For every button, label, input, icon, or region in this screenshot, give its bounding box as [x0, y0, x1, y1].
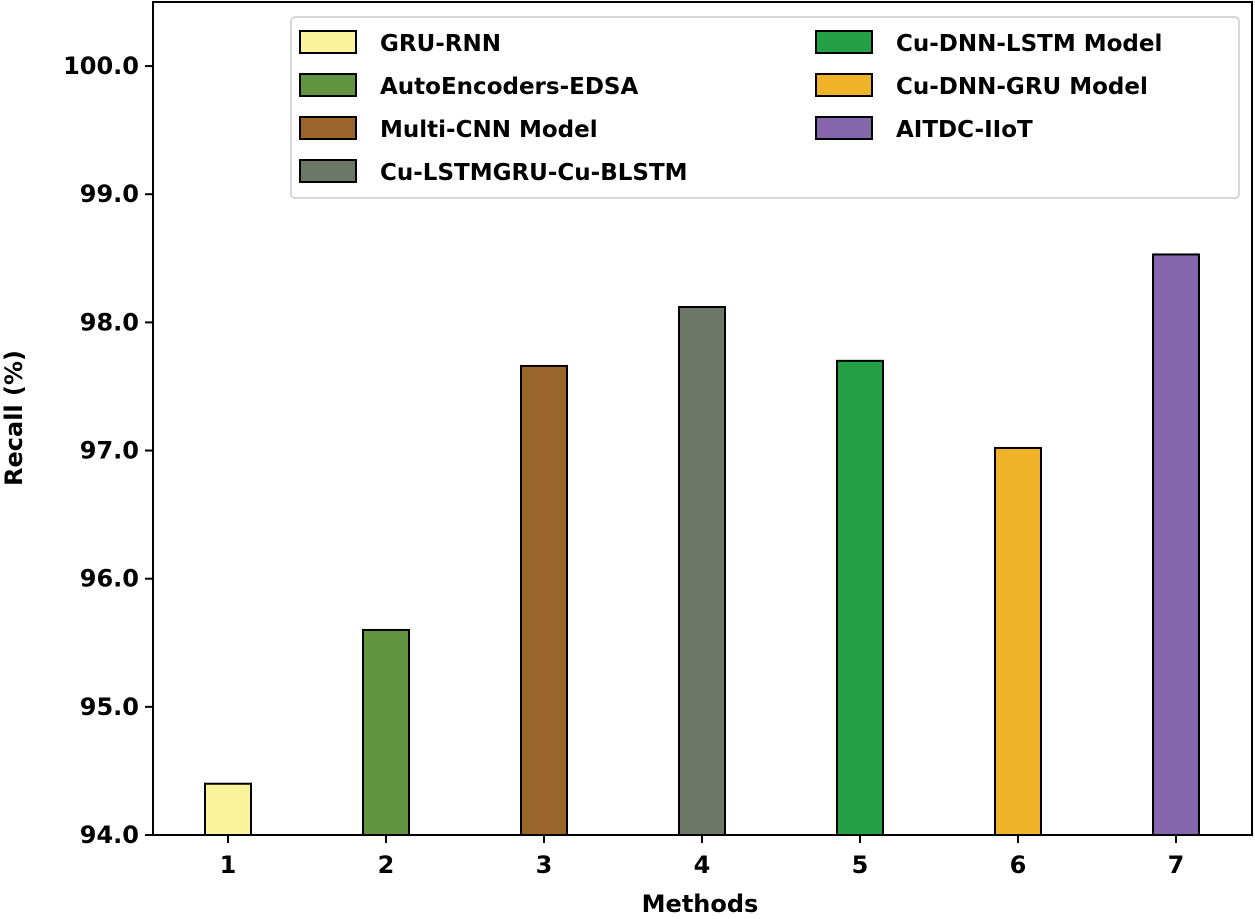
- x-tick-label: 6: [1010, 851, 1027, 879]
- legend-label: Multi-CNN Model: [380, 117, 598, 143]
- bar-2: [362, 628, 410, 837]
- legend: GRU-RNN AutoEncoders-EDSA Multi-CNN Model C…: [290, 16, 1240, 199]
- y-tick-label: 99.0: [80, 180, 139, 208]
- y-tick-label: 100.0: [63, 52, 139, 80]
- legend-label: AutoEncoders-EDSA: [380, 74, 639, 100]
- y-tick-label: 94.0: [80, 821, 139, 849]
- y-tick-label: 96.0: [80, 565, 139, 593]
- legend-swatch: [299, 159, 357, 183]
- x-axis: 1 2 3 4 5 6 7: [220, 835, 1185, 879]
- bars-group: [204, 253, 1200, 837]
- bar-1: [204, 782, 252, 837]
- legend-label: Cu-DNN-LSTM Model: [896, 31, 1162, 57]
- y-axis-label: Recall (%): [0, 350, 28, 486]
- y-tick-label: 95.0: [80, 693, 139, 721]
- y-axis: 94.0 95.0 96.0 97.0 98.0 99.0 100.0: [63, 52, 153, 849]
- bar-6: [994, 446, 1042, 836]
- bar-3: [520, 364, 568, 836]
- x-tick-label: 4: [694, 851, 711, 879]
- legend-swatch: [815, 116, 873, 140]
- legend-frame: [290, 16, 1240, 199]
- legend-swatch: [299, 30, 357, 54]
- legend-label: Cu-DNN-GRU Model: [896, 74, 1148, 100]
- x-tick-label: 3: [536, 851, 553, 879]
- legend-swatch: [299, 116, 357, 140]
- x-tick-label: 7: [1168, 851, 1185, 879]
- bar-5: [836, 359, 884, 836]
- x-tick-label: 1: [220, 851, 237, 879]
- x-tick-label: 5: [852, 851, 869, 879]
- legend-swatch: [299, 73, 357, 97]
- legend-swatch: [815, 73, 873, 97]
- x-tick-label: 2: [378, 851, 395, 879]
- legend-label: Cu-LSTMGRU-Cu-BLSTM: [380, 160, 688, 186]
- legend-label: GRU-RNN: [380, 31, 501, 57]
- x-axis-label: Methods: [642, 890, 759, 918]
- legend-label: AITDC-IIoT: [896, 117, 1033, 143]
- bar-7: [1152, 253, 1200, 836]
- bar-4: [678, 306, 726, 836]
- y-tick-label: 97.0: [80, 437, 139, 465]
- legend-swatch: [815, 30, 873, 54]
- y-tick-label: 98.0: [80, 308, 139, 336]
